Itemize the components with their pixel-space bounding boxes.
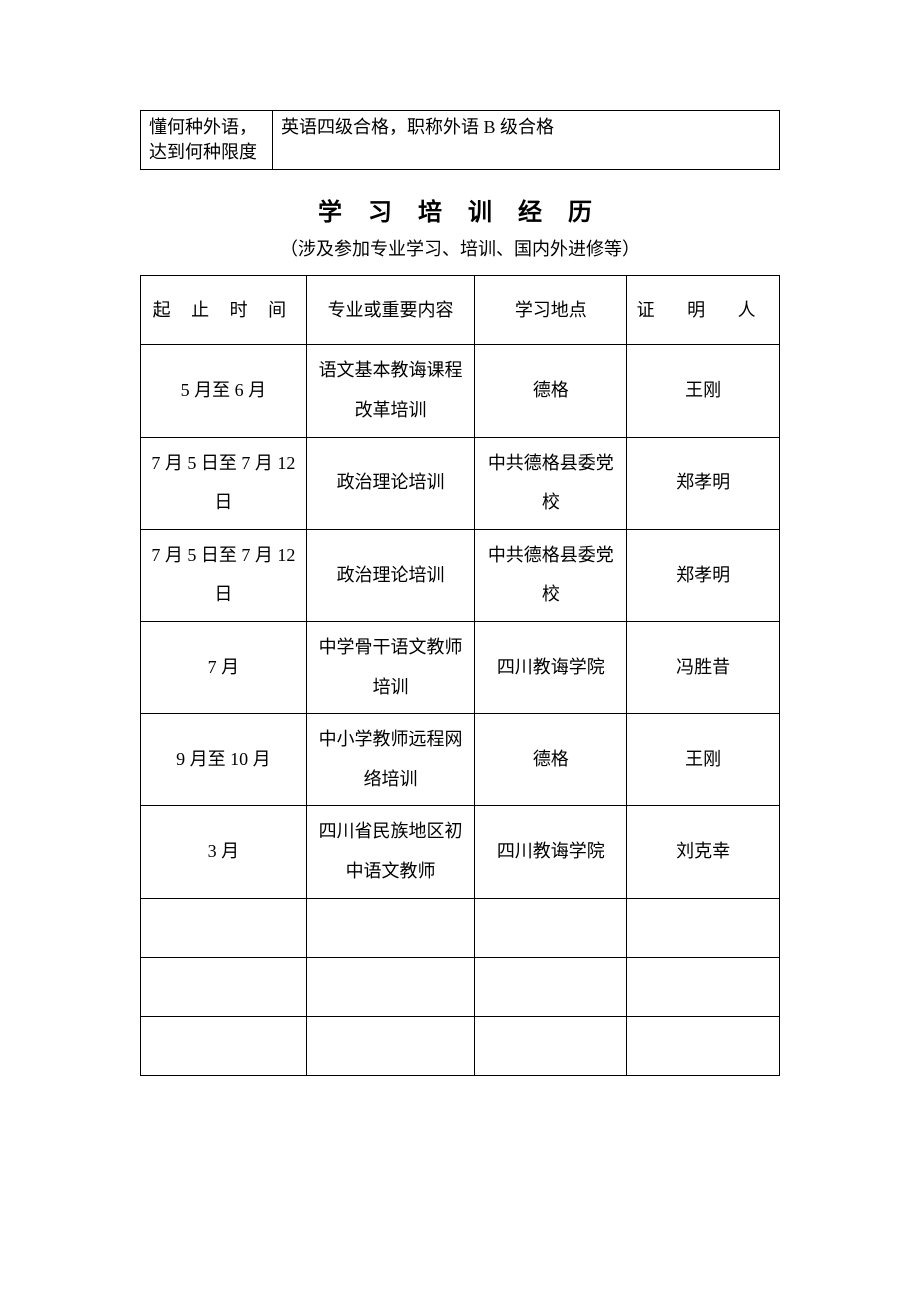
cell-location: 中共德格县委党校 — [475, 529, 627, 621]
cell-time — [141, 957, 307, 1016]
language-row: 懂何种外语，达到何种限度 英语四级合格，职称外语 B 级合格 — [141, 111, 780, 170]
table-header-row: 起 止 时 间 专业或重要内容 学习地点 证 明 人 — [141, 276, 780, 345]
cell-content — [306, 957, 474, 1016]
cell-time: 9 月至 10 月 — [141, 714, 307, 806]
cell-content: 中学骨干语文教师培训 — [306, 621, 474, 713]
cell-content: 政治理论培训 — [306, 529, 474, 621]
cell-time: 7 月 5 日至 7 月 12 日 — [141, 529, 307, 621]
cell-location: 四川教诲学院 — [475, 621, 627, 713]
cell-person: 冯胜昔 — [627, 621, 780, 713]
cell-location — [475, 1016, 627, 1075]
cell-content — [306, 1016, 474, 1075]
cell-person: 郑孝明 — [627, 529, 780, 621]
header-person: 证 明 人 — [627, 276, 780, 345]
cell-time — [141, 898, 307, 957]
table-row — [141, 957, 780, 1016]
cell-location: 德格 — [475, 345, 627, 437]
cell-time — [141, 1016, 307, 1075]
cell-person — [627, 957, 780, 1016]
document-page: 懂何种外语，达到何种限度 英语四级合格，职称外语 B 级合格 学 习 培 训 经… — [0, 0, 920, 1302]
cell-content: 语文基本教诲课程改革培训 — [306, 345, 474, 437]
table-row: 7 月 中学骨干语文教师培训 四川教诲学院 冯胜昔 — [141, 621, 780, 713]
table-row: 3 月 四川省民族地区初中语文教师 四川教诲学院 刘克幸 — [141, 806, 780, 898]
table-row: 7 月 5 日至 7 月 12 日 政治理论培训 中共德格县委党校 郑孝明 — [141, 437, 780, 529]
section-subtitle: （涉及参加专业学习、培训、国内外进修等） — [140, 235, 780, 261]
section-title: 学 习 培 训 经 历 — [140, 192, 780, 227]
cell-person: 王刚 — [627, 345, 780, 437]
header-content: 专业或重要内容 — [306, 276, 474, 345]
cell-location — [475, 898, 627, 957]
header-time: 起 止 时 间 — [141, 276, 307, 345]
language-table: 懂何种外语，达到何种限度 英语四级合格，职称外语 B 级合格 — [140, 110, 780, 170]
language-value: 英语四级合格，职称外语 B 级合格 — [273, 111, 780, 170]
cell-person — [627, 898, 780, 957]
cell-time: 7 月 — [141, 621, 307, 713]
cell-location: 四川教诲学院 — [475, 806, 627, 898]
cell-content: 中小学教师远程网络培训 — [306, 714, 474, 806]
cell-person: 郑孝明 — [627, 437, 780, 529]
cell-content — [306, 898, 474, 957]
cell-person: 王刚 — [627, 714, 780, 806]
cell-location: 德格 — [475, 714, 627, 806]
table-row: 7 月 5 日至 7 月 12 日 政治理论培训 中共德格县委党校 郑孝明 — [141, 529, 780, 621]
header-location: 学习地点 — [475, 276, 627, 345]
cell-location — [475, 957, 627, 1016]
language-label: 懂何种外语，达到何种限度 — [141, 111, 273, 170]
cell-time: 7 月 5 日至 7 月 12 日 — [141, 437, 307, 529]
cell-time: 3 月 — [141, 806, 307, 898]
table-row — [141, 1016, 780, 1075]
table-body: 5 月至 6 月 语文基本教诲课程改革培训 德格 王刚 7 月 5 日至 7 月… — [141, 345, 780, 1075]
cell-content: 四川省民族地区初中语文教师 — [306, 806, 474, 898]
table-row: 5 月至 6 月 语文基本教诲课程改革培训 德格 王刚 — [141, 345, 780, 437]
cell-content: 政治理论培训 — [306, 437, 474, 529]
cell-location: 中共德格县委党校 — [475, 437, 627, 529]
training-table: 起 止 时 间 专业或重要内容 学习地点 证 明 人 5 月至 6 月 语文基本… — [140, 275, 780, 1075]
table-row: 9 月至 10 月 中小学教师远程网络培训 德格 王刚 — [141, 714, 780, 806]
cell-person — [627, 1016, 780, 1075]
cell-time: 5 月至 6 月 — [141, 345, 307, 437]
cell-person: 刘克幸 — [627, 806, 780, 898]
table-row — [141, 898, 780, 957]
